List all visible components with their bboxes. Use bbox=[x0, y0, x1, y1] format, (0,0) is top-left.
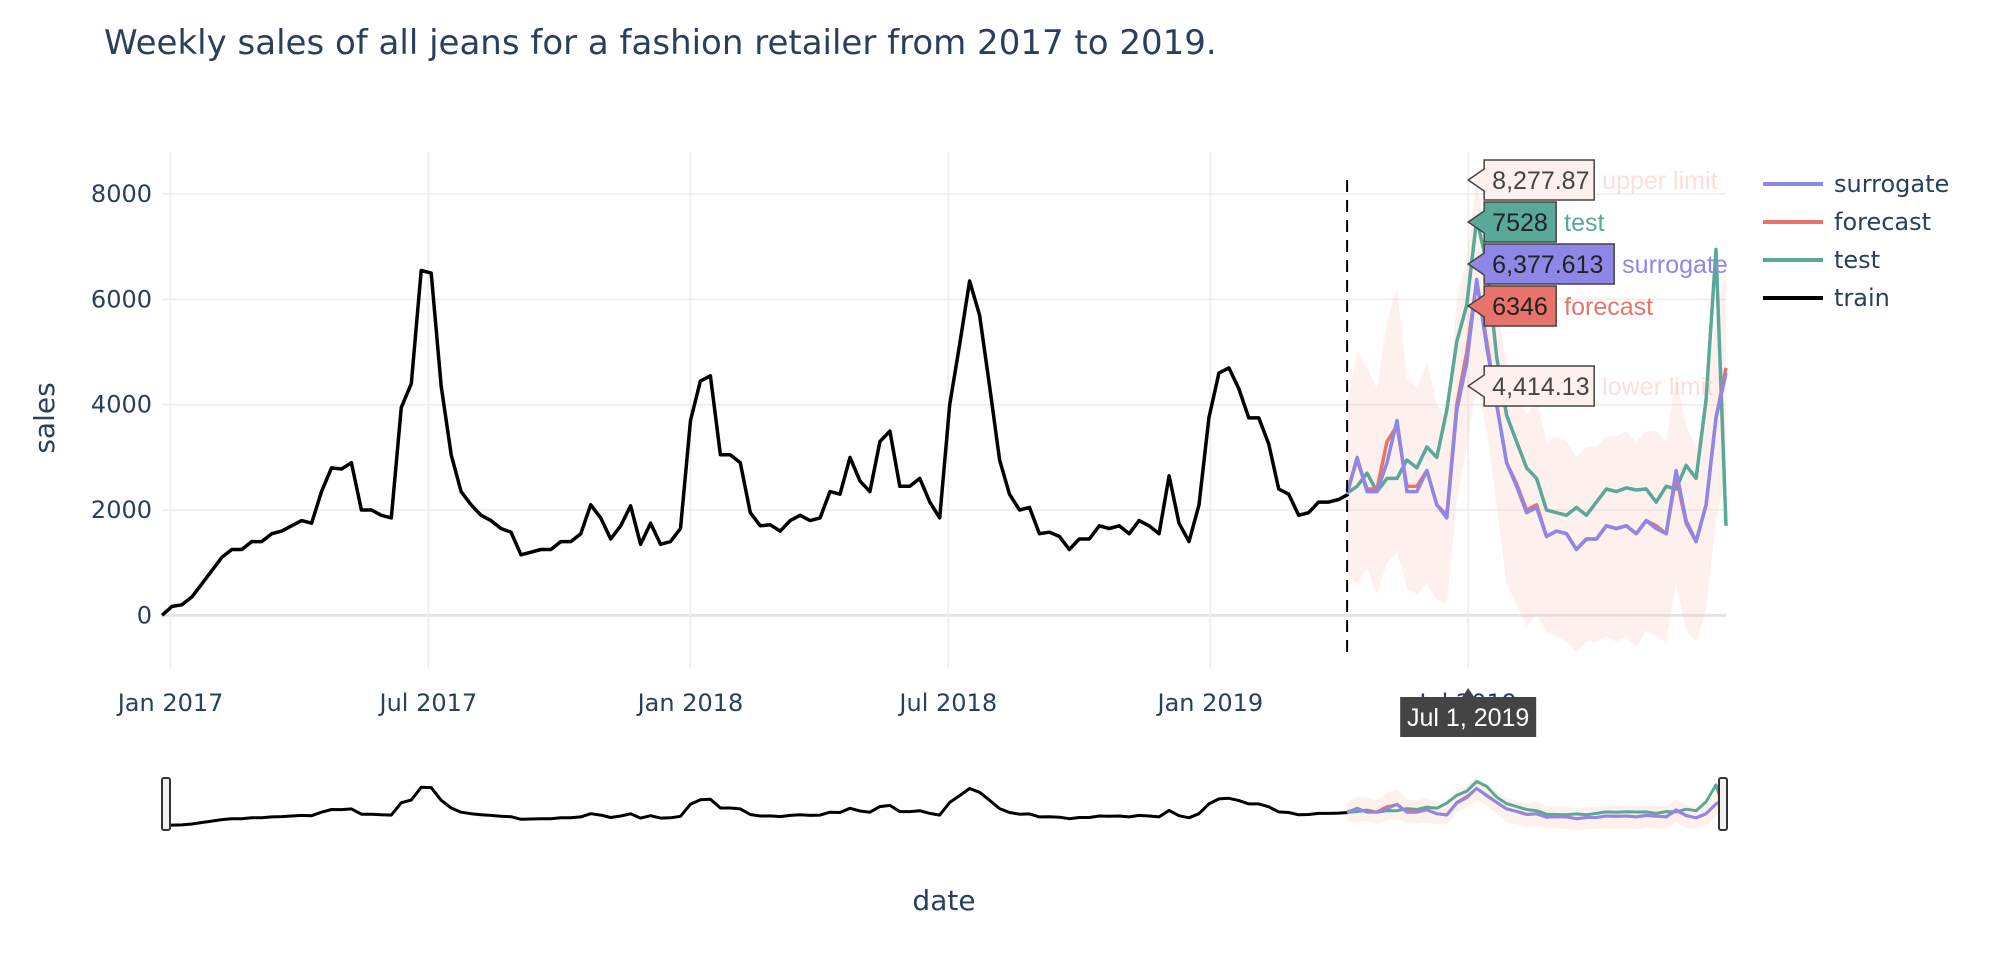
range-slider-right-handle[interactable] bbox=[1718, 777, 1728, 831]
hover-value-upper-limit: 8,277.87 bbox=[1492, 167, 1589, 195]
hover-name-test: test bbox=[1564, 209, 1604, 237]
hover-name-lower-limit: lower limit bbox=[1602, 373, 1713, 401]
range-slider-left-handle[interactable] bbox=[161, 777, 171, 831]
hover-box-test bbox=[1466, 201, 1557, 243]
legend-item-surrogate[interactable]: surrogate bbox=[1763, 170, 1949, 198]
hover-value-test: 7528 bbox=[1492, 209, 1548, 237]
confidence-band-layer bbox=[1347, 179, 1726, 653]
hover-name-surrogate: surrogate bbox=[1622, 251, 1728, 279]
tick-label-layer: 0 2000 4000 6000 8000 Jan 2017 Jul 2017 Jan 201… bbox=[91, 180, 1517, 717]
x-tick-label: Jan 2019 bbox=[1156, 689, 1264, 717]
hover-name-forecast: forecast bbox=[1564, 293, 1653, 321]
legend[interactable]: surrogate forecast test train bbox=[1763, 170, 1949, 312]
range-slider-background bbox=[162, 770, 1726, 834]
y-tick-label: 8000 bbox=[91, 180, 152, 208]
chart-title: Weekly sales of all jeans for a fashion … bbox=[104, 23, 1217, 63]
legend-label: surrogate bbox=[1834, 170, 1949, 198]
y-tick-label: 6000 bbox=[91, 285, 152, 313]
x-tick-label: Jul 2017 bbox=[378, 689, 478, 717]
x-tick-label: Jul 2018 bbox=[897, 689, 997, 717]
x-tick-label: Jan 2017 bbox=[116, 689, 224, 717]
y-axis-title: sales bbox=[28, 382, 61, 453]
hover-value-forecast: 6346 bbox=[1492, 293, 1548, 321]
surrogate-line bbox=[1345, 277, 1728, 552]
hover-x-box bbox=[1400, 697, 1537, 737]
hover-value-lower-limit: 4,414.13 bbox=[1492, 373, 1589, 401]
range-slider-surrogate-line bbox=[1346, 786, 1727, 821]
hover-name-upper-limit: upper limit bbox=[1602, 167, 1717, 195]
confidence-band bbox=[1347, 179, 1726, 653]
legend-label: test bbox=[1834, 246, 1880, 274]
y-tick-label: 0 bbox=[137, 601, 152, 629]
train-line bbox=[160, 268, 1350, 617]
hover-box-surrogate bbox=[1466, 243, 1615, 285]
range-slider-test-line bbox=[1346, 780, 1728, 817]
legend-label: train bbox=[1834, 284, 1890, 312]
legend-item-train[interactable]: train bbox=[1763, 284, 1890, 312]
hover-tooltips: Jul 1, 2019 8,277.87 upper limit 7528 test 6,… bbox=[1400, 159, 1728, 737]
series-layer bbox=[160, 217, 1728, 617]
range-slider-series bbox=[161, 777, 1728, 831]
hover-x-label: Jul 1, 2019 bbox=[1407, 704, 1529, 732]
x-axis-title: date bbox=[912, 884, 975, 917]
grid-layer bbox=[162, 152, 1726, 668]
range-slider-train-line bbox=[161, 785, 1349, 828]
test-line bbox=[1346, 217, 1728, 526]
y-tick-label: 2000 bbox=[91, 496, 152, 524]
legend-item-forecast[interactable]: forecast bbox=[1763, 208, 1931, 236]
x-tick-label: Jan 2018 bbox=[636, 689, 744, 717]
legend-item-test[interactable]: test bbox=[1763, 246, 1880, 274]
range-slider[interactable] bbox=[161, 770, 1728, 834]
hover-box-forecast bbox=[1466, 285, 1557, 327]
hover-box-upper-limit bbox=[1466, 159, 1595, 201]
y-tick-label: 4000 bbox=[91, 391, 152, 419]
hover-x-pointer bbox=[1462, 688, 1475, 697]
hover-box-lower-limit bbox=[1466, 365, 1595, 407]
legend-label: forecast bbox=[1834, 208, 1931, 236]
hover-value-surrogate: 6,377.613 bbox=[1492, 251, 1603, 279]
